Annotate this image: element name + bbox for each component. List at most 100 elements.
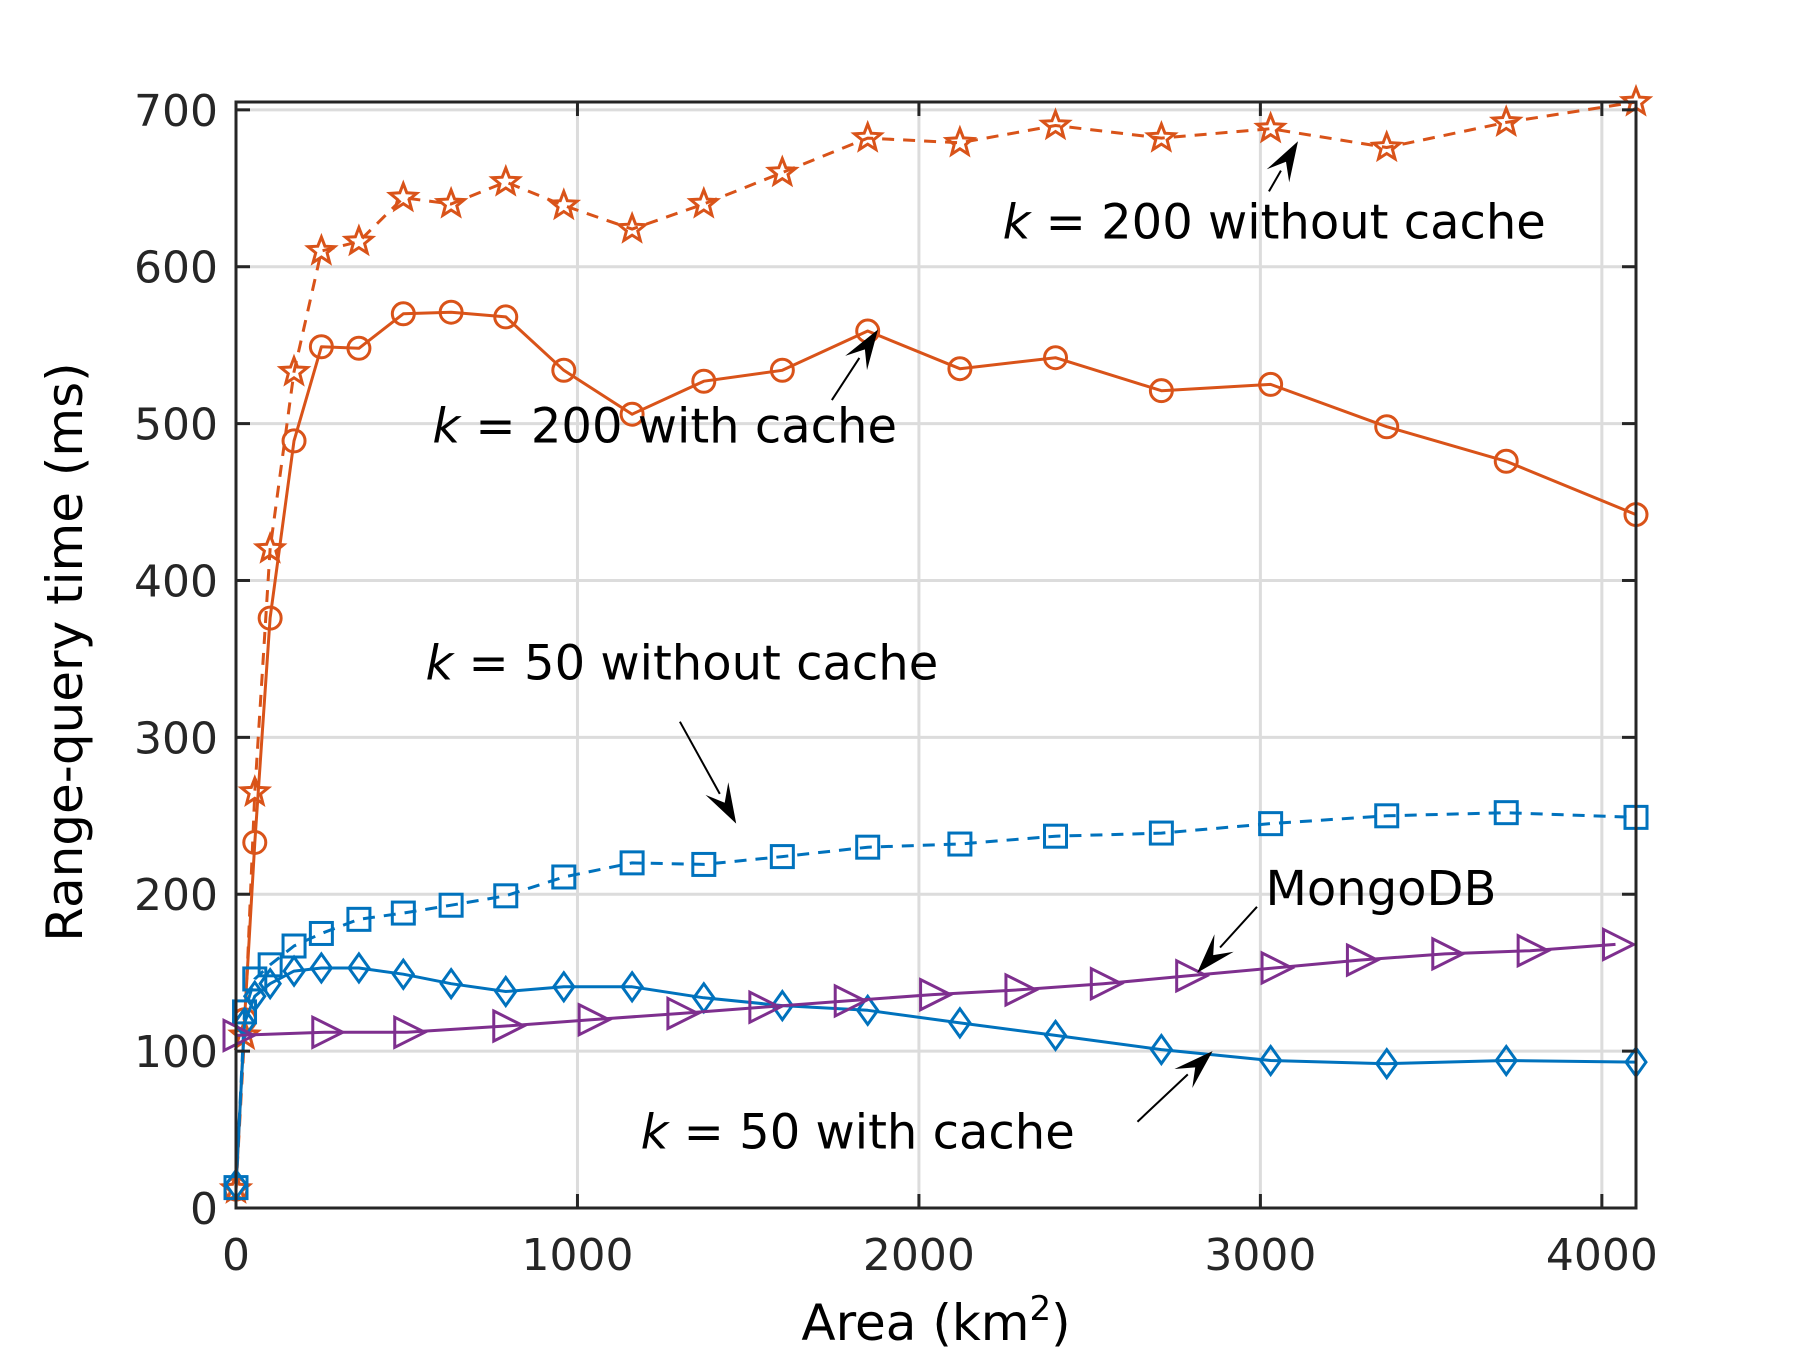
data-point [308,920,334,946]
data-point [666,996,702,1031]
data-point [311,1014,347,1050]
data-point [620,970,644,1004]
data-point [551,970,576,1004]
y-tick-label: 500 [134,400,218,451]
arrow-head [1174,1051,1213,1088]
y-tick-label: 700 [134,86,218,137]
data-point [257,605,283,631]
data-point [1493,800,1519,826]
data-point [551,864,577,890]
x-axis-title-suffix: ) [1051,1294,1071,1352]
data-point [765,154,800,188]
annotation-arrow [1197,906,1258,973]
data-point [1148,378,1174,404]
data-point [1494,1043,1519,1078]
data-point [1345,942,1381,978]
series-line [234,310,1637,1190]
data-point [619,401,645,427]
y-tick-label: 100 [134,1027,218,1078]
data-point [1089,966,1125,1002]
data-point [619,850,645,876]
annotation-arrow [1266,141,1298,192]
data-point [347,951,371,985]
data-point [769,844,795,870]
x-axis-title-main: Area (km [801,1294,1029,1352]
data-point [242,979,267,1013]
x-axis-title-superscript: 2 [1029,1289,1051,1329]
x-tick-label: 2000 [863,1230,975,1281]
data-point [546,187,582,221]
data-point [276,353,312,387]
data-point [222,1018,258,1053]
data-point [1038,107,1073,141]
data-point [308,334,334,360]
series-layer [218,83,1654,1204]
data-point [551,357,577,383]
data-point [1260,950,1296,986]
data-point [346,335,372,361]
data-point [309,951,334,985]
series-mongodb [222,927,1637,1053]
data-point [492,1008,528,1044]
x-tick-label: 4000 [1546,1230,1658,1281]
data-point [439,967,463,1001]
data-point [493,974,518,1009]
y-tick-label: 0 [190,1184,218,1235]
data-point [390,301,416,327]
series-line [235,942,1616,1037]
data-point [1374,414,1400,440]
data-point [493,304,519,330]
x-axis-title: Area (km2) [801,1289,1070,1352]
arrow-shaft [1219,906,1258,949]
annotation-text: = 50 without cache [453,635,938,691]
data-point [1149,1032,1174,1067]
grid-lines [234,102,1636,1210]
series-k50_cache [224,951,1648,1202]
series-line [234,100,1637,1190]
arrow-shaft [679,721,721,795]
data-point [393,1014,429,1050]
data-point [390,900,416,926]
y-tick-label: 400 [134,556,218,607]
data-point [257,952,283,978]
data-point [391,957,416,991]
arrow-shaft [1268,170,1282,192]
arrow-shaft [1136,1073,1189,1123]
data-point [1043,823,1069,849]
x-tick-label: 0 [222,1230,250,1281]
data-point [1258,811,1284,837]
data-point [433,185,469,219]
data-point [1144,119,1179,153]
data-point [850,119,885,153]
annotation-text: = 50 with cache [668,1104,1074,1160]
data-point [1602,927,1637,962]
annotation-label: k = 50 with cache [641,1104,1075,1160]
data-point [855,993,880,1027]
annotation-label: MongoDB [1266,861,1497,917]
data-point [1374,803,1400,829]
data-point [438,892,464,918]
arrow-head [1266,141,1298,183]
data-point [577,1002,613,1038]
annotation-label: k = 200 with cache [432,398,897,454]
data-point [1043,345,1069,371]
annotation-k: k [641,1104,671,1160]
arrow-head [845,329,878,371]
data-point [1258,1043,1283,1078]
data-point [748,989,784,1025]
data-point [242,829,268,855]
arrow-shaft [831,357,861,401]
data-point [1374,1047,1399,1081]
y-tick-label: 200 [134,870,218,921]
data-point [614,210,650,244]
annotation-text: = 200 with cache [460,398,897,454]
data-point [1369,129,1404,163]
data-point [282,954,306,988]
annotation-k: k [432,398,462,454]
annotation-k: k [1003,194,1033,250]
data-point [770,989,795,1023]
data-point [691,368,717,394]
annotation-text: = 200 without cache [1030,194,1545,250]
